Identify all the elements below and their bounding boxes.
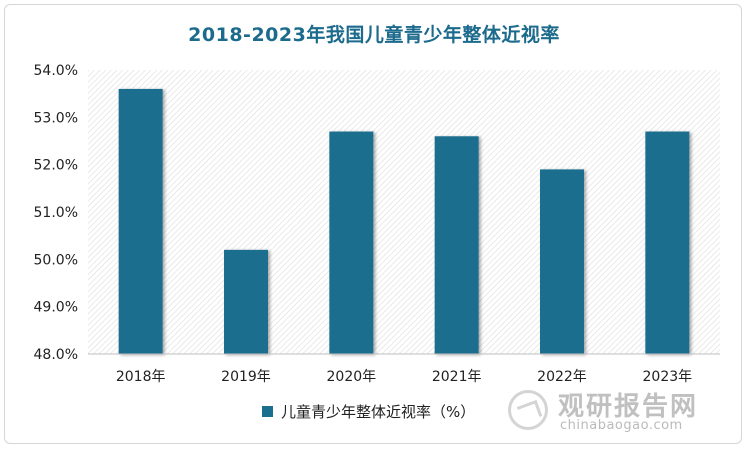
watermark-logo-icon: [508, 390, 548, 430]
x-tick-label: 2023年: [643, 369, 693, 385]
x-tick-label: 2022年: [537, 369, 587, 385]
y-tick-label: 51.0%: [34, 205, 78, 221]
y-tick-label: 48.0%: [34, 347, 78, 363]
x-tick-label: 2018年: [116, 369, 166, 385]
bar-2022年: [540, 169, 584, 354]
bar-2019年: [224, 249, 268, 354]
legend-swatch: [262, 405, 273, 417]
x-tick-label: 2021年: [432, 369, 482, 385]
legend: 儿童青少年整体近视率（%）: [262, 400, 475, 422]
watermark-brand: 观研报告网: [558, 392, 699, 422]
y-tick-label: 54.0%: [34, 63, 78, 79]
x-axis: 2018年 2019年 2020年 2021年 2022年 2023年: [116, 369, 692, 385]
y-tick-label: 50.0%: [34, 252, 78, 268]
y-axis: 48.0% 49.0% 50.0% 51.0% 52.0% 53.0% 54.0%: [34, 63, 78, 363]
bar-2021年: [434, 136, 479, 354]
y-tick-label: 53.0%: [34, 110, 78, 126]
legend-label: 儿童青少年整体近视率（%）: [281, 402, 476, 421]
bar-2020年: [329, 131, 374, 354]
watermark-url: chinabaogao.com: [560, 418, 683, 433]
plot-area: [88, 70, 720, 354]
bar-2018年: [118, 88, 163, 354]
watermark: 观研报告网 chinabaogao.com: [500, 384, 740, 440]
chart-title: 2018-2023年我国儿童青少年整体近视率: [188, 24, 560, 46]
y-tick-label: 49.0%: [34, 300, 78, 316]
x-tick-label: 2019年: [221, 369, 271, 385]
y-tick-label: 52.0%: [34, 158, 78, 174]
x-tick-label: 2020年: [327, 369, 377, 385]
bars: [118, 88, 690, 354]
bar-2023年: [645, 131, 690, 354]
